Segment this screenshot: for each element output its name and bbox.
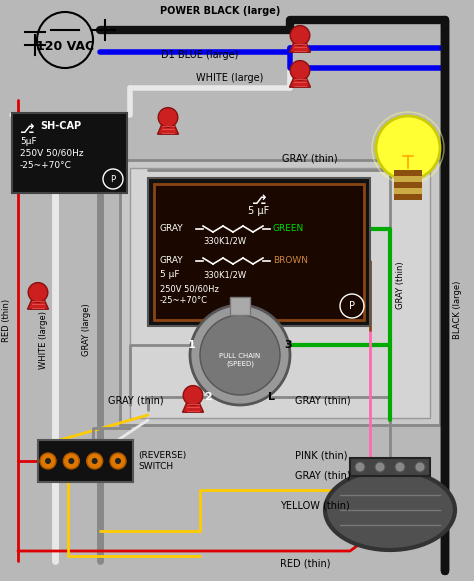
Polygon shape: [157, 110, 179, 134]
Text: 250V 50/60Hz: 250V 50/60Hz: [160, 284, 219, 293]
Circle shape: [115, 458, 121, 464]
Text: -25~+70°C: -25~+70°C: [160, 296, 208, 305]
Text: ⎇: ⎇: [20, 123, 35, 136]
Circle shape: [376, 116, 440, 180]
Text: 5 μF: 5 μF: [160, 270, 180, 279]
Polygon shape: [290, 28, 310, 52]
Text: 3: 3: [284, 340, 292, 350]
Bar: [154, 184, 364, 320]
Text: P: P: [110, 174, 116, 184]
Text: GRAY (thin): GRAY (thin): [108, 395, 164, 405]
Circle shape: [87, 453, 103, 469]
Text: GRAY: GRAY: [160, 224, 183, 233]
Text: 5μF
250V 50/60Hz
-25~+70°C: 5μF 250V 50/60Hz -25~+70°C: [20, 137, 83, 170]
Text: P: P: [349, 301, 355, 311]
Circle shape: [395, 462, 405, 472]
Ellipse shape: [325, 470, 455, 550]
Bar: [394, 182, 422, 188]
Circle shape: [375, 462, 385, 472]
Text: PULL CHAIN
(SPEED): PULL CHAIN (SPEED): [219, 353, 261, 367]
Circle shape: [40, 453, 56, 469]
Circle shape: [64, 453, 79, 469]
Text: (REVERSE)
SWITCH: (REVERSE) SWITCH: [138, 451, 186, 471]
Text: 1: 1: [188, 340, 196, 350]
Text: RED (thin): RED (thin): [1, 299, 10, 342]
Text: GRAY (thin): GRAY (thin): [282, 153, 338, 163]
Text: PINK (thin): PINK (thin): [295, 450, 347, 460]
Circle shape: [91, 458, 98, 464]
Bar: [130, 168, 430, 418]
Text: YELLOW (thin): YELLOW (thin): [280, 500, 350, 510]
Text: D1 BLUE (large): D1 BLUE (large): [161, 50, 239, 60]
Text: GRAY: GRAY: [160, 256, 183, 265]
Circle shape: [190, 305, 290, 405]
Bar: [38, 440, 133, 482]
Text: WHITE (large): WHITE (large): [38, 311, 47, 369]
Circle shape: [200, 315, 280, 395]
Circle shape: [110, 453, 126, 469]
Circle shape: [183, 386, 203, 405]
Text: L: L: [268, 392, 275, 402]
Text: 330K1/2W: 330K1/2W: [203, 270, 246, 279]
Polygon shape: [182, 389, 203, 412]
Text: SH-CAP: SH-CAP: [40, 121, 81, 131]
Bar: [350, 458, 430, 476]
Circle shape: [68, 458, 74, 464]
Text: 330K1/2W: 330K1/2W: [203, 236, 246, 245]
Text: WHITE (large): WHITE (large): [196, 73, 264, 83]
Circle shape: [158, 107, 178, 127]
Circle shape: [290, 60, 310, 80]
Bar: [148, 178, 370, 326]
Circle shape: [415, 462, 425, 472]
Polygon shape: [27, 285, 48, 309]
Text: GRAY (thin): GRAY (thin): [295, 395, 351, 405]
Bar: [394, 188, 422, 194]
Circle shape: [45, 458, 51, 464]
Bar: [230, 297, 250, 315]
Text: GRAY (large): GRAY (large): [82, 304, 91, 356]
Text: 5 μF: 5 μF: [248, 206, 270, 216]
Text: ⎇: ⎇: [252, 194, 266, 207]
Bar: [394, 176, 422, 182]
Text: 2: 2: [204, 392, 212, 402]
Polygon shape: [290, 63, 310, 87]
Bar: [394, 194, 422, 200]
Text: 120 VAC: 120 VAC: [36, 40, 94, 52]
Bar: [394, 170, 422, 176]
Text: RED (thin): RED (thin): [280, 559, 330, 569]
Text: GREEN: GREEN: [273, 224, 304, 233]
Text: POWER BLACK (large): POWER BLACK (large): [160, 6, 280, 16]
Bar: [12, 113, 127, 193]
Text: GRAY (thin): GRAY (thin): [396, 261, 405, 309]
Circle shape: [28, 282, 48, 302]
Circle shape: [355, 462, 365, 472]
Bar: [120, 160, 440, 425]
Text: BLACK (large): BLACK (large): [453, 281, 462, 339]
Circle shape: [290, 26, 310, 45]
Text: GRAY (thin): GRAY (thin): [295, 470, 351, 480]
Text: BROWN: BROWN: [273, 256, 308, 265]
